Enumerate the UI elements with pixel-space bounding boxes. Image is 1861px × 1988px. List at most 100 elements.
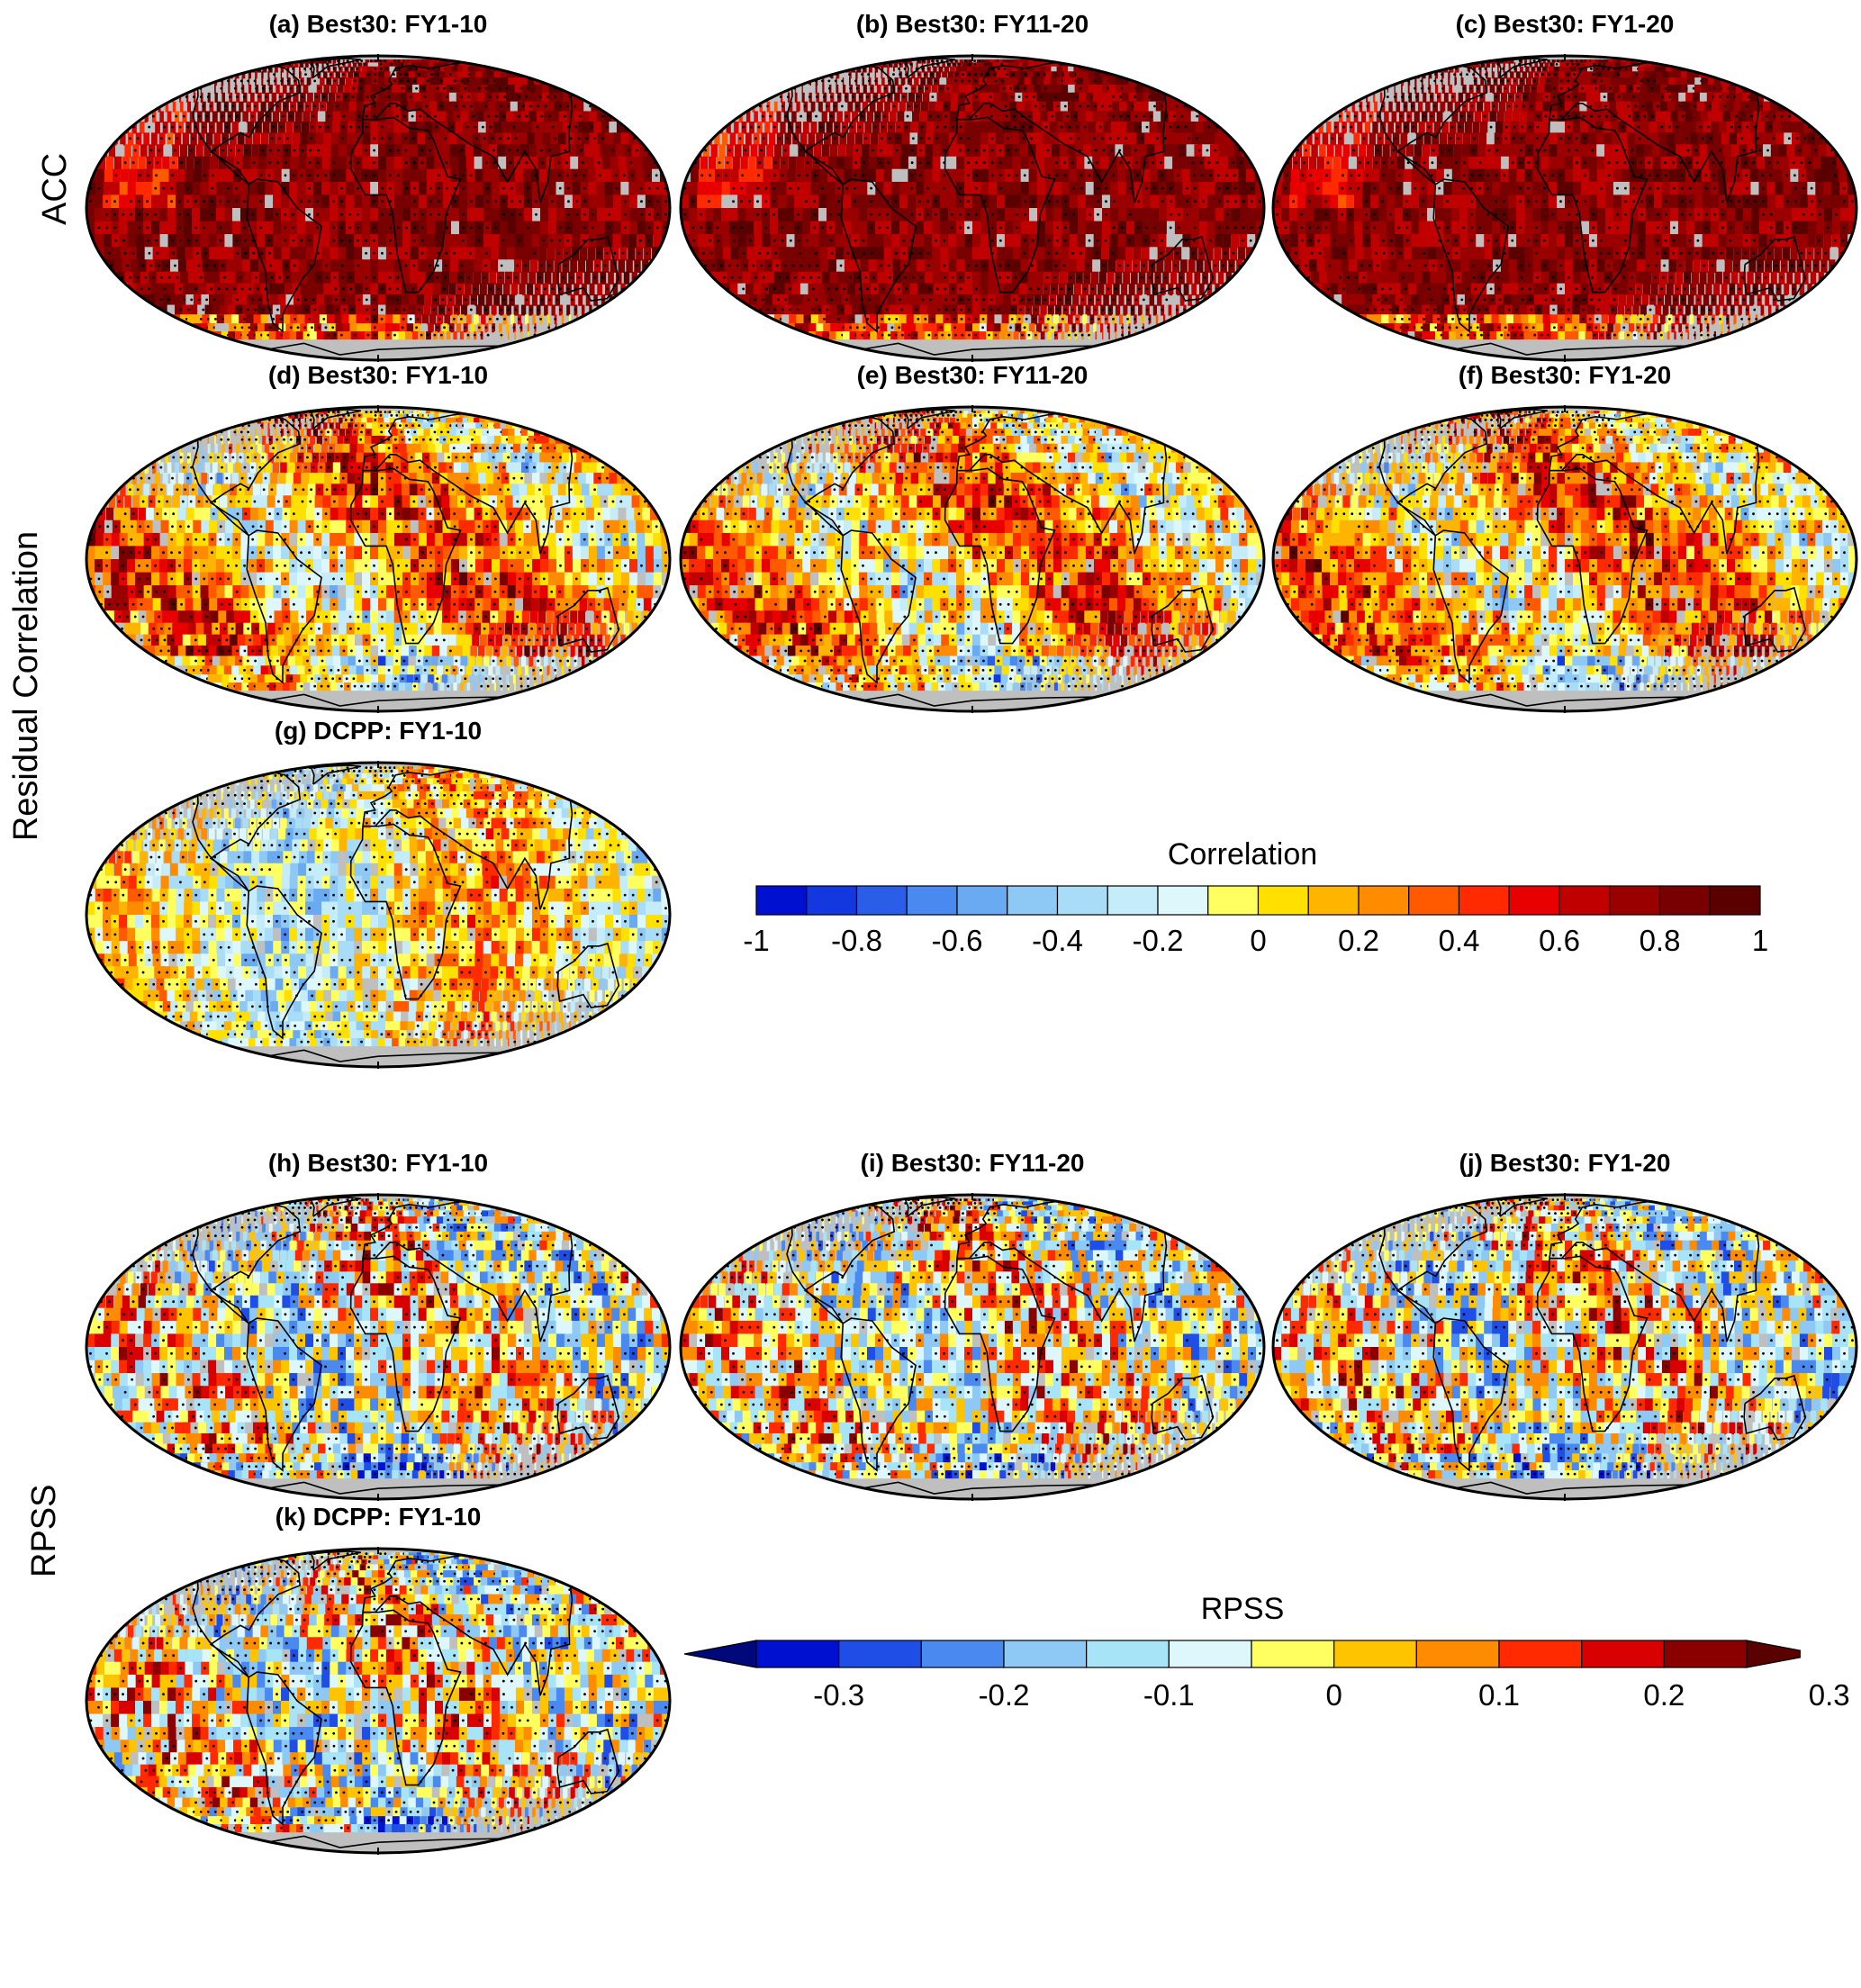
significance-dot (546, 63, 548, 66)
significance-dot (548, 265, 551, 267)
significance-dot (472, 115, 474, 118)
significance-dot (1198, 149, 1201, 152)
significance-dot (980, 73, 983, 76)
significance-dot (308, 318, 311, 321)
grid-cell (627, 111, 641, 122)
significance-dot (373, 115, 375, 118)
significance-dot (421, 252, 424, 255)
significance-dot (97, 137, 100, 140)
significance-dot (1201, 79, 1204, 82)
significance-dot (286, 137, 289, 140)
significance-dot (510, 161, 512, 164)
grid-cell (972, 194, 981, 209)
significance-dot (1232, 161, 1234, 164)
grid-cell (532, 294, 538, 306)
grid-cell (500, 59, 526, 63)
grid-cell (574, 67, 598, 73)
significance-dot (590, 95, 592, 98)
significance-dot (579, 68, 582, 70)
grid-cell (619, 314, 621, 324)
grid-cell (187, 77, 191, 86)
grid-cell (883, 182, 892, 196)
significance-dot (1089, 174, 1091, 176)
grid-cell (804, 71, 809, 78)
grid-cell (474, 272, 482, 285)
grid-cell (946, 77, 953, 86)
grid-cell (196, 71, 203, 78)
significance-dot (304, 298, 307, 301)
grid-cell (606, 102, 620, 113)
significance-dot (381, 287, 384, 290)
grid-cell (370, 182, 379, 196)
significance-dot (1024, 174, 1026, 176)
significance-dot (717, 174, 719, 176)
grid-cell (569, 67, 592, 73)
significance-dot (216, 73, 219, 76)
grid-cell (862, 77, 863, 86)
significance-dot (258, 298, 261, 301)
grid-cell (427, 221, 436, 236)
grid-cell (525, 314, 528, 324)
significance-dot (254, 79, 257, 82)
grid-cell (425, 284, 433, 296)
significance-dot (873, 95, 876, 98)
significance-dot (462, 187, 465, 190)
grid-cell (1110, 182, 1119, 196)
grid-cell (524, 234, 532, 248)
grid-cell (567, 71, 587, 78)
significance-dot (183, 298, 185, 301)
grid-cell (745, 85, 749, 94)
significance-dot (601, 137, 604, 140)
significance-dot (235, 200, 238, 203)
grid-cell (151, 85, 155, 94)
grid-cell (475, 182, 484, 196)
significance-dot (1173, 68, 1176, 70)
grid-cell (989, 194, 998, 209)
significance-dot (282, 115, 285, 118)
grid-cell (629, 194, 638, 209)
significance-dot (470, 200, 473, 203)
significance-dot (499, 137, 501, 140)
significance-dot (524, 265, 527, 267)
grid-cell (766, 144, 773, 158)
grid-cell (541, 67, 562, 73)
grid-cell (419, 169, 428, 183)
grid-cell (451, 221, 460, 236)
significance-dot (958, 63, 961, 66)
grid-cell (1177, 85, 1193, 94)
significance-dot (255, 276, 257, 279)
significance-dot (92, 252, 95, 255)
significance-dot (486, 226, 489, 229)
grid-cell (273, 111, 279, 122)
grid-cell (862, 59, 874, 63)
significance-dot (236, 298, 239, 301)
grid-cell (944, 93, 951, 103)
grid-cell (120, 182, 129, 196)
significance-dot (537, 309, 539, 312)
significance-dot (1118, 63, 1121, 66)
significance-dot (927, 137, 930, 140)
grid-cell (261, 77, 263, 86)
grid-cell (252, 59, 267, 63)
grid-cell (528, 272, 536, 285)
grid-cell (592, 93, 607, 103)
grid-cell (220, 67, 228, 73)
significance-dot (287, 79, 290, 82)
grid-cell (240, 208, 249, 222)
significance-dot (290, 326, 293, 329)
significance-dot (317, 161, 320, 164)
significance-dot (541, 115, 544, 118)
grid-cell (208, 221, 218, 236)
grid-cell (923, 93, 930, 103)
significance-dot (412, 265, 415, 267)
grid-cell (722, 132, 727, 145)
grid-cell (453, 331, 456, 339)
grid-cell (122, 314, 138, 324)
significance-dot (483, 276, 486, 279)
grid-cell (330, 144, 339, 158)
significance-dot (583, 239, 585, 242)
significance-dot (557, 161, 560, 164)
grid-cell (777, 67, 788, 73)
significance-dot (1072, 187, 1075, 190)
grid-cell (320, 77, 324, 86)
